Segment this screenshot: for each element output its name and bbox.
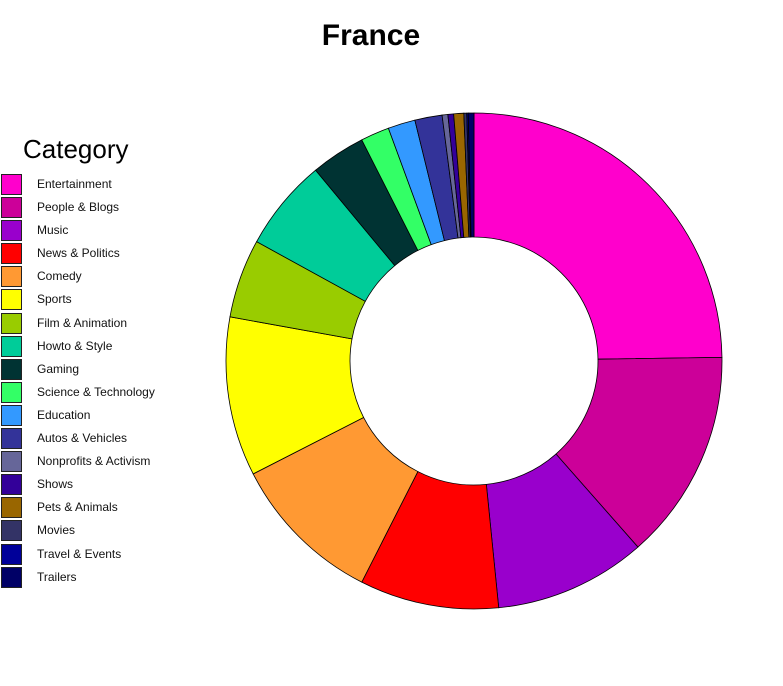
legend-swatch — [1, 543, 22, 565]
legend-label: Howto & Style — [37, 338, 113, 353]
legend-item: Science & Technology — [0, 381, 200, 404]
legend-swatch — [1, 474, 22, 496]
legend-item: Trailers — [0, 566, 200, 589]
legend-label: Trailers — [37, 569, 77, 584]
legend-item: People & Blogs — [0, 196, 200, 219]
legend-swatch — [1, 451, 22, 473]
legend-label: Science & Technology — [37, 384, 155, 399]
legend-label: Pets & Animals — [37, 500, 118, 515]
legend-title: Category — [23, 134, 129, 164]
legend-item: News & Politics — [0, 242, 200, 265]
legend-label: Music — [37, 223, 69, 238]
legend-item: Shows — [0, 473, 200, 496]
legend-label: Movies — [37, 523, 76, 538]
legend-label: Comedy — [37, 269, 82, 284]
legend-item: Music — [0, 219, 200, 242]
legend-label: People & Blogs — [37, 200, 120, 215]
legend-item: Comedy — [0, 265, 200, 288]
legend-item: Autos & Vehicles — [0, 427, 200, 450]
legend-item: Entertainment — [0, 173, 200, 196]
chart-title: France — [321, 19, 421, 52]
slice-trailers — [467, 112, 475, 238]
legend-label: Film & Animation — [37, 315, 128, 330]
legend-swatch — [1, 381, 22, 403]
legend-swatch — [1, 566, 22, 588]
legend-swatch — [1, 243, 22, 265]
slice-entertainment — [473, 112, 723, 360]
legend-label: Shows — [37, 477, 74, 492]
legend-label: Travel & Events — [37, 546, 122, 561]
legend-item: Pets & Animals — [0, 496, 200, 519]
slice-people-blogs — [555, 356, 723, 548]
legend-swatch — [1, 404, 22, 426]
legend-swatch — [1, 497, 22, 519]
legend-swatch — [1, 174, 22, 195]
legend-label: News & Politics — [37, 246, 120, 261]
legend-swatch — [1, 335, 22, 357]
legend-swatch — [1, 428, 22, 450]
legend-swatch — [1, 197, 22, 219]
legend-label: Autos & Vehicles — [37, 431, 128, 446]
legend-swatch — [1, 312, 22, 334]
legend-swatch — [1, 266, 22, 288]
legend: Entertainment People & Blogs Music News & P… — [0, 173, 200, 589]
legend-swatch — [1, 289, 22, 311]
legend-label: Education — [37, 407, 91, 422]
legend-item: Gaming — [0, 358, 200, 381]
legend-label: Nonprofits & Activism — [37, 454, 151, 469]
legend-item: Movies — [0, 519, 200, 542]
legend-swatch — [1, 358, 22, 380]
legend-swatch — [1, 520, 22, 542]
legend-swatch — [1, 220, 22, 242]
legend-item: Travel & Events — [0, 543, 200, 566]
legend-item: Sports — [0, 288, 200, 311]
legend-label: Gaming — [37, 361, 80, 376]
legend-label: Entertainment — [37, 177, 112, 191]
legend-item: Nonprofits & Activism — [0, 450, 200, 473]
legend-item: Howto & Style — [0, 335, 200, 358]
legend-item: Film & Animation — [0, 312, 200, 335]
legend-item: Education — [0, 404, 200, 427]
legend-label: Sports — [37, 292, 72, 307]
